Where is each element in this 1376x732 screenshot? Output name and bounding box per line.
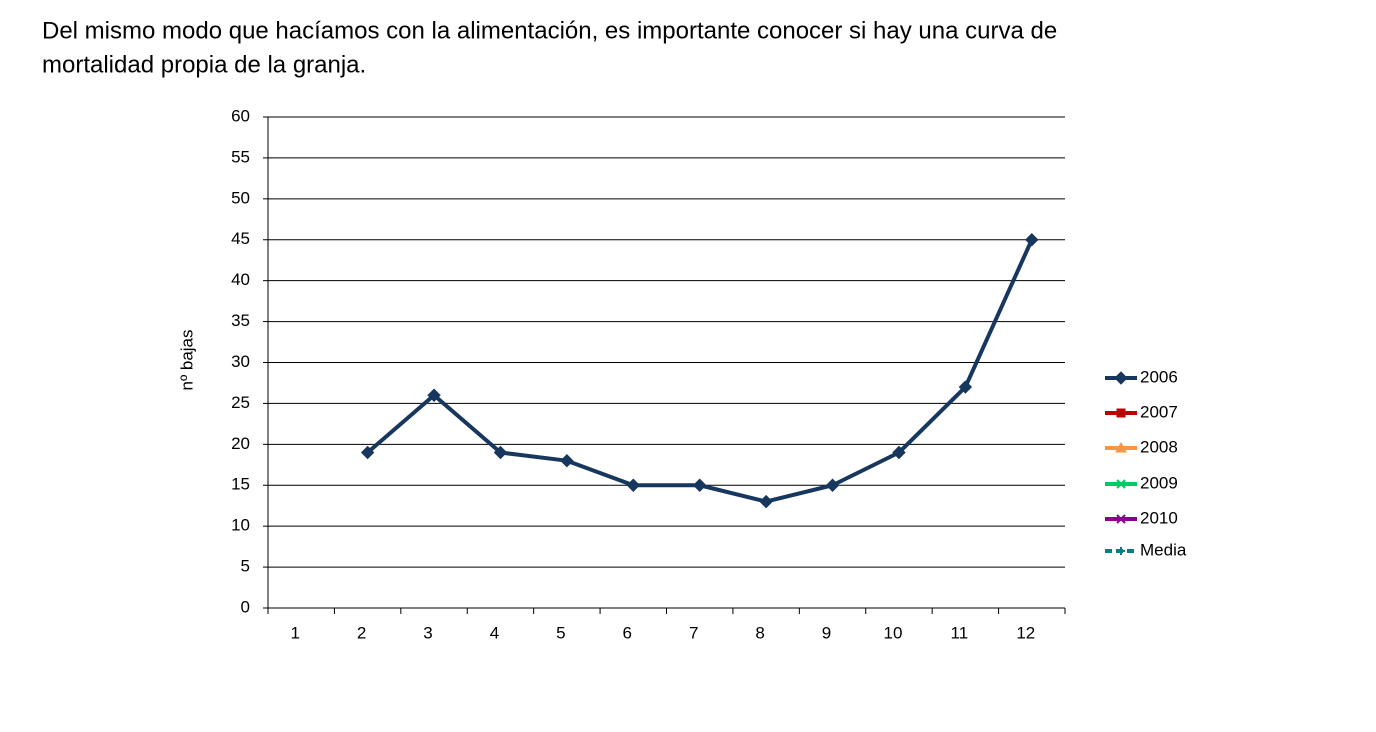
legend-marker — [1115, 441, 1127, 453]
paragraph-line: Del mismo modo que hacíamos con la alime… — [42, 17, 1057, 44]
y-tick-label: 45 — [231, 229, 250, 248]
x-tick-label: 9 — [822, 623, 831, 642]
y-tick-label: 40 — [231, 270, 250, 289]
y-axis-label: nº bajas — [177, 329, 196, 390]
legend-label: 2008 — [1140, 437, 1178, 456]
y-tick-label: 30 — [231, 352, 250, 371]
y-tick-label: 0 — [241, 597, 250, 616]
data-point — [360, 445, 375, 460]
x-tick-label: 12 — [1016, 623, 1035, 642]
data-point — [693, 478, 707, 492]
x-tick-label: 8 — [755, 623, 764, 642]
data-point — [1025, 233, 1039, 247]
legend-label: 2009 — [1140, 473, 1178, 492]
legend-label: 2006 — [1140, 367, 1178, 386]
legend-marker — [1116, 408, 1126, 418]
data-point — [493, 445, 508, 460]
x-tick-label: 4 — [490, 623, 499, 642]
data-point — [560, 453, 574, 468]
y-tick-label: 60 — [231, 106, 250, 125]
paragraph-line: mortalidad propia de la granja. — [42, 51, 366, 78]
legend-marker — [1117, 547, 1125, 555]
series-line — [366, 238, 1034, 504]
y-tick-label: 5 — [241, 557, 250, 576]
y-tick-label: 55 — [231, 147, 250, 166]
data-point — [892, 445, 906, 460]
legend-label: 2010 — [1140, 508, 1178, 527]
data-point — [958, 380, 973, 394]
legend-label: 2007 — [1140, 402, 1178, 421]
x-tick-label: 10 — [883, 623, 902, 642]
y-tick-label: 15 — [231, 475, 250, 494]
x-tick-label: 6 — [623, 623, 632, 642]
y-tick-label: 50 — [231, 188, 250, 207]
y-tick-label: 25 — [231, 393, 250, 412]
legend-marker — [1116, 479, 1126, 489]
x-tick-label: 5 — [556, 623, 565, 642]
y-tick-label: 10 — [231, 516, 250, 535]
data-point — [759, 494, 773, 509]
legend-marker — [1114, 371, 1128, 385]
x-tick-label: 1 — [290, 623, 299, 642]
data-point — [427, 388, 441, 402]
y-tick-label: 20 — [231, 434, 250, 453]
data-point — [626, 478, 640, 492]
y-tick-label: 35 — [231, 311, 250, 330]
legend-marker — [1116, 514, 1126, 524]
legend-label: Media — [1140, 540, 1187, 559]
x-tick-label: 7 — [689, 623, 698, 642]
x-tick-label: 3 — [423, 623, 432, 642]
x-tick-label: 2 — [357, 623, 366, 642]
data-point — [825, 478, 840, 492]
x-tick-label: 11 — [951, 623, 969, 642]
